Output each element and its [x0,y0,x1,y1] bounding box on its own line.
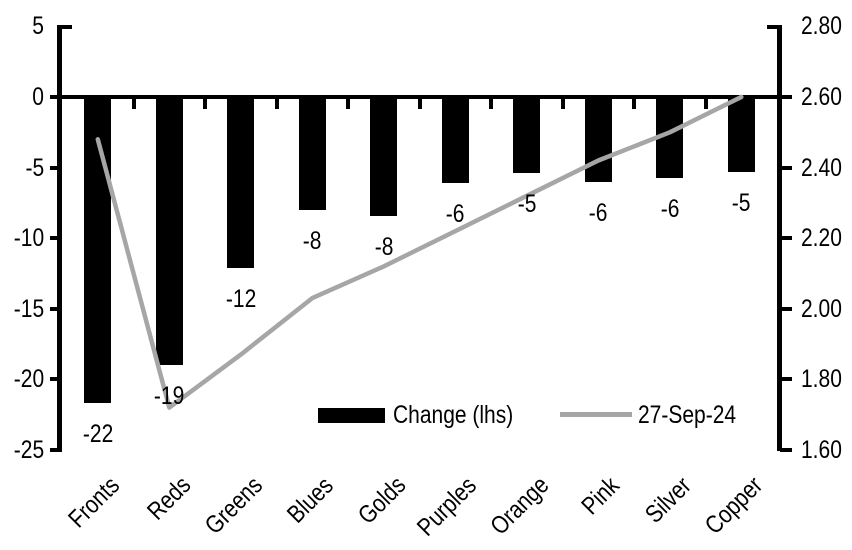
right-axis-tick [780,95,792,99]
left-axis-tick [50,306,62,311]
category-boundary-tick [203,97,207,109]
right-axis-label-2.40: 2.40 [801,153,850,183]
data-label-copper-text: -5 [731,188,751,217]
data-label-greens: -12 [199,284,283,314]
data-label-purples-text: -6 [445,200,465,229]
left-axis-label--5-text: -5 [25,153,44,182]
right-axis-tick [780,447,792,452]
right-axis-tick [780,165,792,170]
legend-label-date: 27-Sep-24 [638,401,737,429]
right-axis-label-1.60-text: 1.60 [801,435,842,464]
data-label-orange: -5 [485,189,569,219]
bar-golds [370,99,398,216]
left-axis-tick [50,165,62,170]
bar-blues [298,99,326,210]
category-boundary-tick [274,97,279,109]
data-label-copper: -5 [699,188,783,218]
data-label-greens-text: -12 [225,284,256,313]
left-axis-label--10: -10 [0,223,44,253]
bar-copper [727,99,755,172]
data-label-golds: -8 [342,232,426,262]
bar-reds [155,99,183,366]
data-label-purples: -6 [413,199,497,229]
data-label-orange-text: -5 [517,190,537,219]
right-axis-tick [780,306,792,311]
data-label-pink-text: -6 [588,198,608,227]
left-axis-tick [50,95,62,99]
category-boundary-tick [417,97,422,109]
left-axis-tick [50,236,62,241]
right-axis-label-2.80: 2.80 [801,11,850,41]
data-label-silver: -6 [628,194,712,224]
right-axis-label-2.20: 2.20 [801,223,850,253]
left-axis-tick [50,377,62,382]
left-axis-label--25-text: -25 [13,435,44,464]
data-label-fronts: -22 [56,419,140,449]
left-axis-label--5: -5 [0,153,44,183]
right-axis-label-2.00: 2.00 [801,294,850,324]
left-axis-label--25: -25 [0,435,44,465]
data-label-pink: -6 [556,198,640,228]
right-axis-label-2.60: 2.60 [801,82,850,112]
left-axis-label-5: 5 [0,11,44,41]
left-axis-label--20: -20 [0,364,44,394]
left-axis-label--15-text: -15 [13,294,44,323]
bar-pink [584,99,612,182]
right-axis-label-2.60-text: 2.60 [801,83,842,111]
data-label-blues-text: -8 [302,226,322,255]
right-axis-label-2.40-text: 2.40 [801,153,842,182]
category-boundary-tick [560,97,565,109]
right-axis-tick [780,236,792,241]
left-axis-label-5-text: 5 [32,12,44,41]
category-boundary-tick [131,97,136,109]
left-axis-label-0-text: 0 [32,83,44,111]
left-axis-label--10-text: -10 [13,224,44,253]
right-axis-top-cap [767,25,782,29]
right-axis-label-2.80-text: 2.80 [801,12,842,41]
left-axis-top-cap [57,25,72,29]
category-boundary-tick [346,97,350,109]
category-boundary-tick [489,97,493,109]
right-axis-label-1.80: 1.80 [801,364,850,394]
right-axis-label-2.00-text: 2.00 [801,294,842,323]
legend-label-change: Change (lhs) [393,401,514,429]
data-label-reds: -19 [127,381,211,411]
data-label-blues: -8 [270,226,354,256]
right-axis-label-2.20-text: 2.20 [801,224,842,253]
legend-bar-swatch [318,408,385,423]
left-axis-tick [50,447,62,452]
data-label-reds-text: -19 [154,382,185,411]
right-axis-line [777,25,782,451]
left-axis-label--20-text: -20 [13,365,44,394]
right-axis-tick [780,377,792,382]
bar-purples [441,99,469,184]
bar-greens [227,99,255,268]
bar-fronts [84,99,112,404]
bar-orange [513,99,541,174]
legend-line-swatch [560,412,632,417]
line-series-path [95,94,744,410]
data-label-fronts-text: -22 [82,420,113,449]
left-axis-label--15: -15 [0,294,44,324]
category-boundary-tick [632,97,636,109]
category-boundary-tick [703,97,708,109]
left-axis-label-0: 0 [0,82,44,112]
data-label-golds-text: -8 [374,232,394,261]
data-label-silver-text: -6 [660,194,680,223]
right-axis-label-1.80-text: 1.80 [801,365,842,394]
right-axis-label-1.60: 1.60 [801,435,850,465]
